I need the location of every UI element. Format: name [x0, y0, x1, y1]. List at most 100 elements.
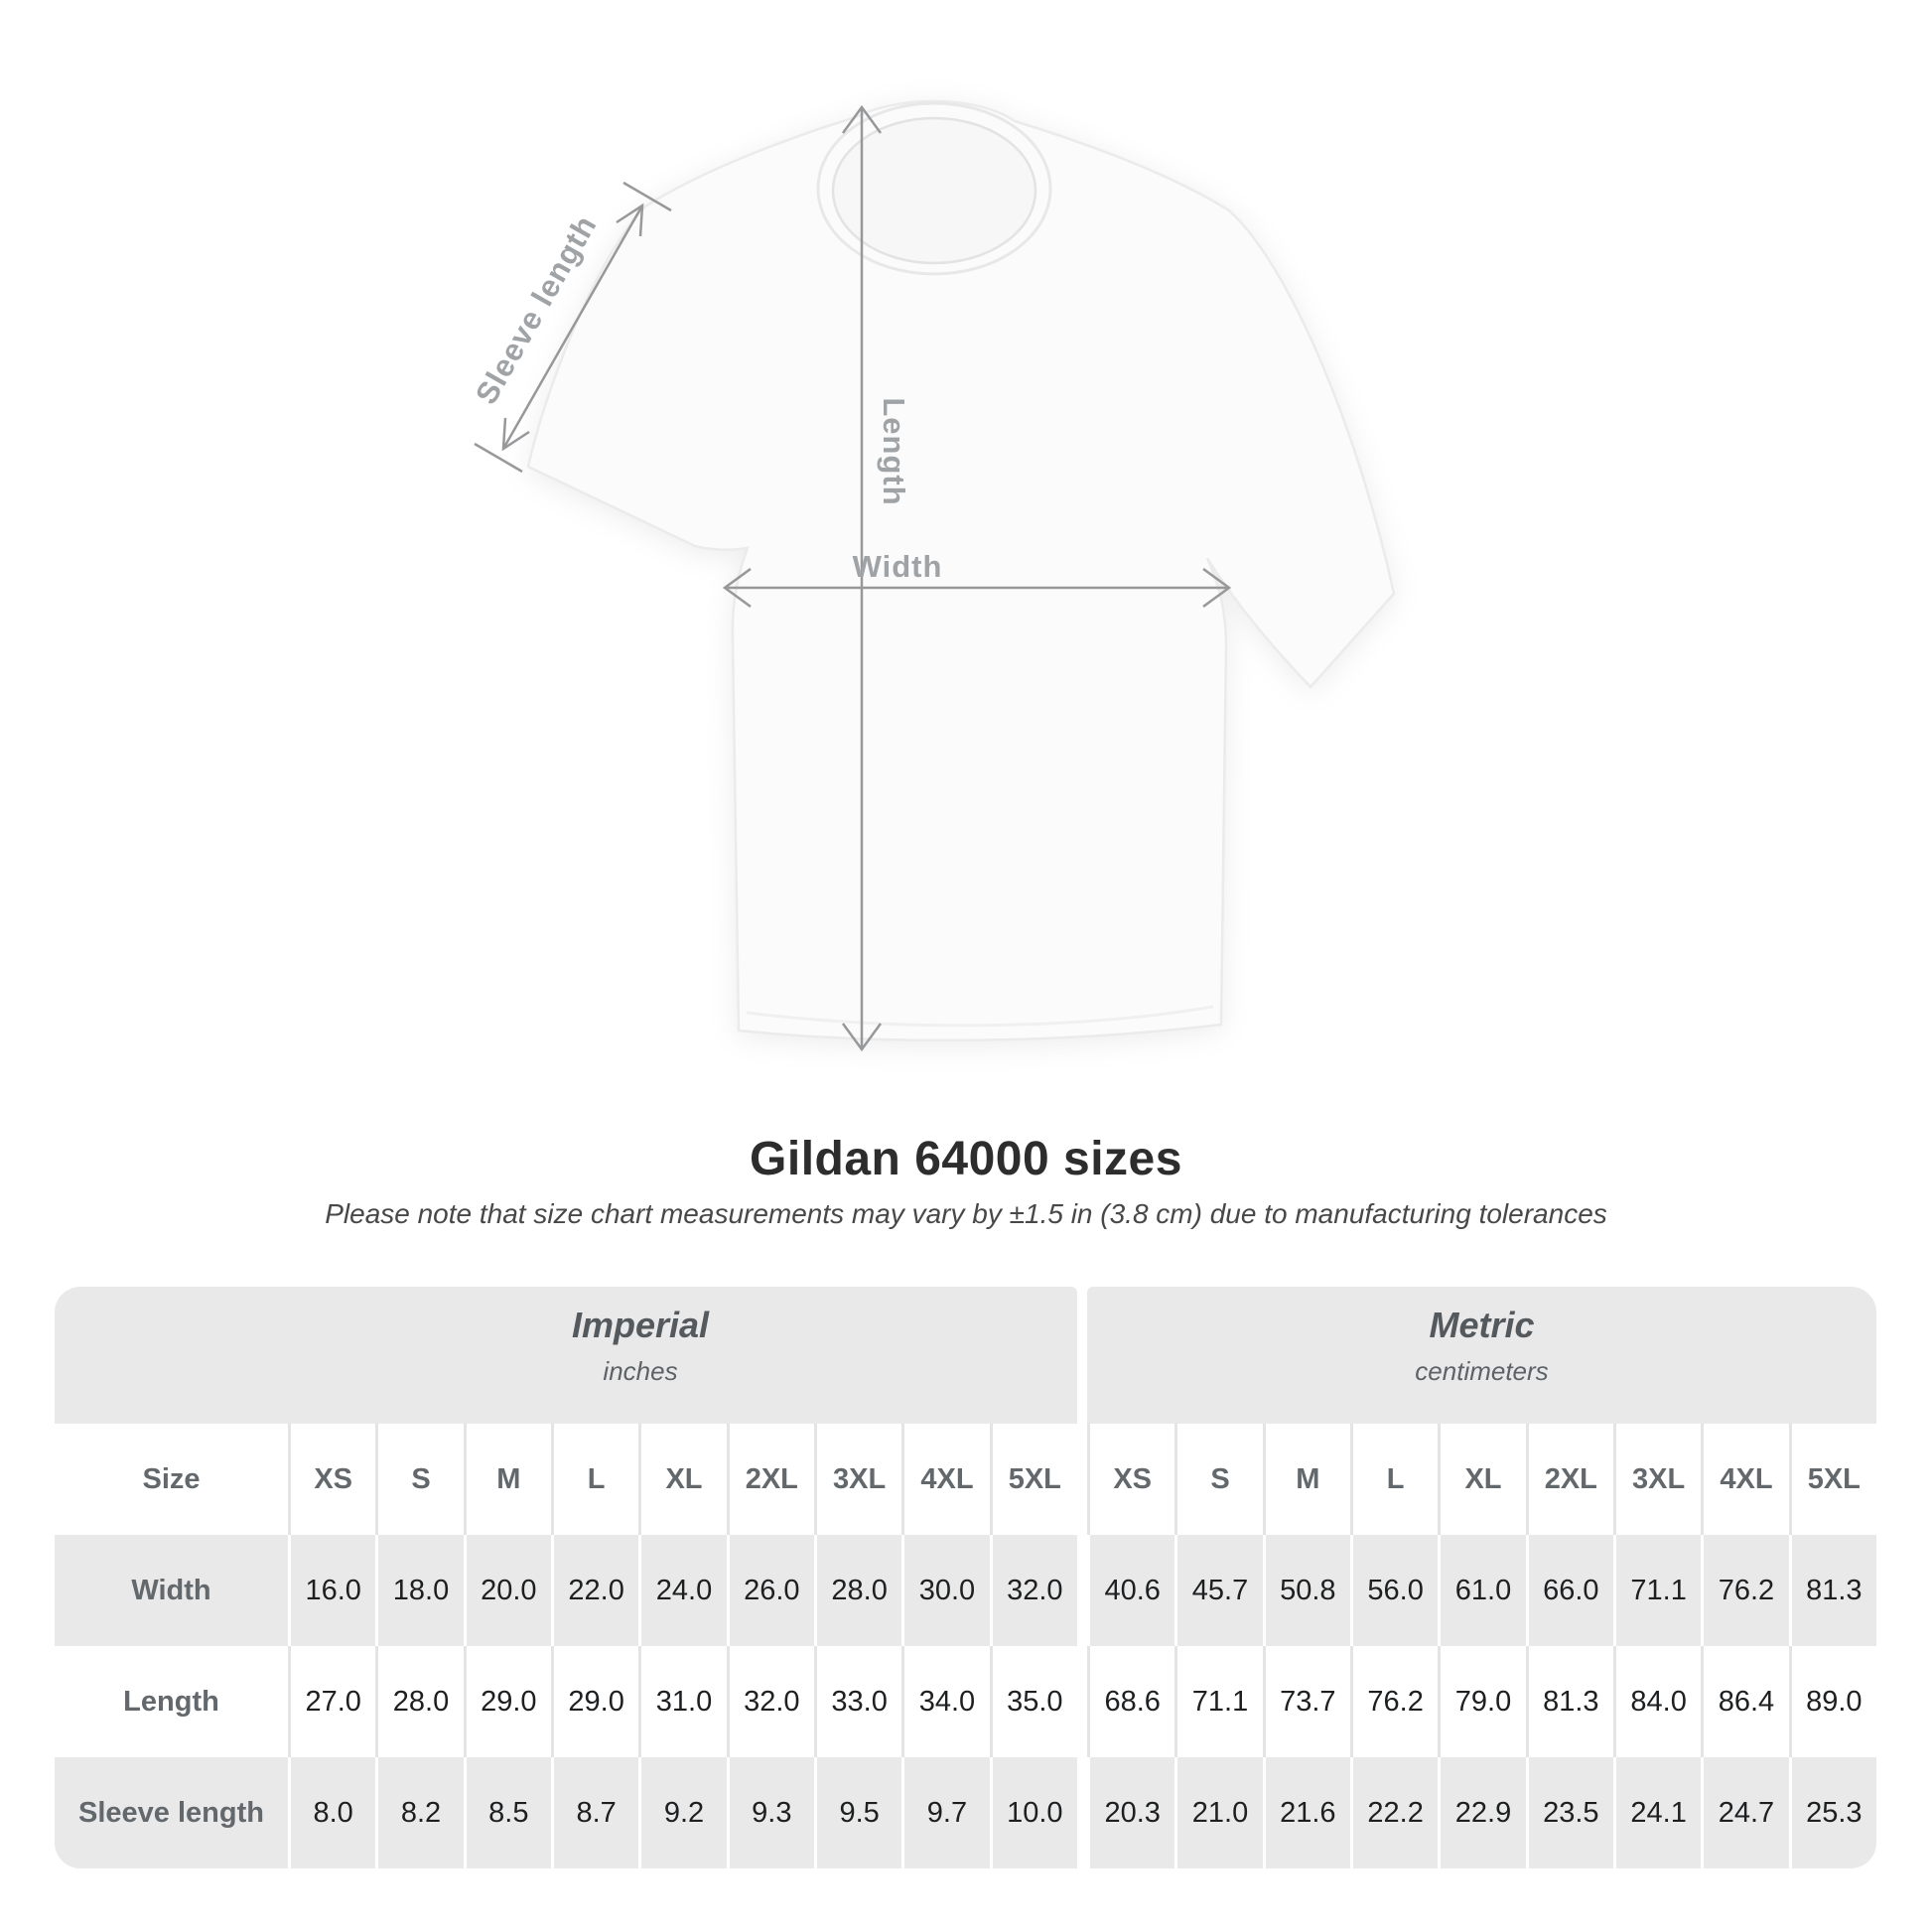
width-row: Width 16.0 18.0 20.0 22.0 24.0 26.0 28.0…	[55, 1535, 1876, 1646]
size-cell: 2XL	[726, 1424, 814, 1535]
value-cell: 24.7	[1701, 1757, 1788, 1868]
value-cell: 23.5	[1525, 1757, 1613, 1868]
value-cell: 28.0	[375, 1646, 463, 1757]
value-cell: 9.2	[638, 1757, 726, 1868]
value-cell: 28.0	[813, 1535, 901, 1646]
sleeve-length-arrow	[474, 181, 672, 474]
value-cell: 33.0	[813, 1646, 901, 1757]
row-label: Width	[55, 1535, 288, 1646]
value-cell: 81.3	[1788, 1535, 1876, 1646]
page-subtitle: Please note that size chart measurements…	[325, 1198, 1607, 1229]
table-half-divider	[1077, 1535, 1087, 1646]
value-cell: 24.1	[1612, 1757, 1701, 1868]
sleeve-arrow-bottom-tick	[474, 442, 523, 474]
value-cell: 35.0	[989, 1646, 1077, 1757]
value-cell: 22.0	[550, 1535, 638, 1646]
value-cell: 66.0	[1525, 1535, 1613, 1646]
size-cell: XL	[638, 1424, 726, 1535]
value-cell: 8.5	[463, 1757, 551, 1868]
sleeve-length-row: Sleeve length 8.0 8.2 8.5 8.7 9.2 9.3 9.…	[55, 1757, 1876, 1868]
table-half-divider	[1077, 1646, 1087, 1757]
value-cell: 8.2	[375, 1757, 463, 1868]
width-arrow	[722, 567, 1232, 609]
value-cell: 32.0	[989, 1535, 1077, 1646]
width-imperial-values: 16.0 18.0 20.0 22.0 24.0 26.0 28.0 30.0 …	[288, 1535, 1077, 1646]
row-label: Sleeve length	[55, 1757, 288, 1868]
value-cell: 73.7	[1262, 1646, 1350, 1757]
size-cell: S	[1174, 1424, 1262, 1535]
imperial-unit: inches	[603, 1356, 678, 1386]
page-title: Gildan 64000 sizes	[750, 1133, 1182, 1185]
row-label: Length	[123, 1685, 219, 1718]
value-cell: 24.0	[638, 1535, 726, 1646]
value-cell: 86.4	[1701, 1646, 1788, 1757]
size-cell: 4XL	[1701, 1424, 1788, 1535]
size-cell: XS	[314, 1462, 352, 1495]
value-cell: 40.6	[1104, 1574, 1161, 1606]
value-cell: 22.9	[1438, 1757, 1525, 1868]
size-cell: 2XL	[1525, 1424, 1613, 1535]
size-cell: XL	[1438, 1424, 1525, 1535]
value-cell: 32.0	[726, 1646, 814, 1757]
size-cell: S	[375, 1424, 463, 1535]
sleeve-metric-values: 20.3 21.0 21.6 22.2 22.9 23.5 24.1 24.7 …	[1087, 1757, 1876, 1868]
value-cell: 22.2	[1349, 1757, 1438, 1868]
value-cell: 8.7	[550, 1757, 638, 1868]
value-cell: 30.0	[901, 1535, 989, 1646]
size-cell: 5XL	[1788, 1424, 1876, 1535]
length-metric-values: 68.6 71.1 73.7 76.2 79.0 81.3 84.0 86.4 …	[1087, 1646, 1876, 1757]
size-column-header: Size	[142, 1462, 201, 1495]
value-cell: 84.0	[1612, 1646, 1701, 1757]
value-cell: 76.2	[1701, 1535, 1788, 1646]
value-cell: 21.0	[1174, 1757, 1262, 1868]
value-cell: 9.7	[901, 1757, 989, 1868]
size-cell: 5XL	[989, 1424, 1077, 1535]
value-cell: 25.3	[1788, 1757, 1876, 1868]
width-label: Width	[853, 549, 943, 584]
value-cell: 45.7	[1174, 1535, 1262, 1646]
value-cell: 81.3	[1525, 1646, 1613, 1757]
value-cell: 50.8	[1262, 1535, 1350, 1646]
value-cell: 20.0	[463, 1535, 551, 1646]
value-cell: 71.1	[1612, 1535, 1701, 1646]
unit-band-row: Imperial inches Metric centimeters	[55, 1287, 1876, 1424]
size-cell: M	[463, 1424, 551, 1535]
tshirt-diagram: Sleeve length Length Width	[469, 99, 1396, 1052]
value-cell: 21.6	[1262, 1757, 1350, 1868]
value-cell: 89.0	[1788, 1646, 1876, 1757]
length-imperial-values: 27.0 28.0 29.0 29.0 31.0 32.0 33.0 34.0 …	[288, 1646, 1077, 1757]
size-cell: 3XL	[1612, 1424, 1701, 1535]
imperial-title: Imperial	[571, 1305, 710, 1345]
sleeve-imperial-values: 8.0 8.2 8.5 8.7 9.2 9.3 9.5 9.7 10.0	[288, 1757, 1077, 1868]
value-cell: 31.0	[638, 1646, 726, 1757]
value-cell: 56.0	[1349, 1535, 1438, 1646]
value-cell: 76.2	[1349, 1646, 1438, 1757]
size-table: Imperial inches Metric centimeters Size …	[55, 1287, 1876, 1868]
size-cell: 4XL	[901, 1424, 989, 1535]
table-half-divider	[1077, 1757, 1087, 1868]
imperial-band: Imperial inches	[55, 1287, 1077, 1424]
value-cell: 16.0	[305, 1574, 361, 1606]
value-cell: 34.0	[901, 1646, 989, 1757]
value-cell: 29.0	[550, 1646, 638, 1757]
tshirt-collar-band	[816, 101, 1052, 276]
imperial-size-headers: XS S M L XL 2XL 3XL 4XL 5XL	[288, 1424, 1077, 1535]
table-half-divider	[1077, 1424, 1087, 1535]
tshirt-hem-seam	[746, 1005, 1214, 1028]
value-cell: 27.0	[305, 1685, 361, 1718]
size-cell: L	[550, 1424, 638, 1535]
value-cell: 18.0	[375, 1535, 463, 1646]
tshirt-image	[526, 99, 1396, 1042]
value-cell: 8.0	[313, 1796, 353, 1829]
width-metric-values: 40.6 45.7 50.8 56.0 61.0 66.0 71.1 76.2 …	[1087, 1535, 1876, 1646]
value-cell: 29.0	[463, 1646, 551, 1757]
value-cell: 9.5	[813, 1757, 901, 1868]
tshirt-body	[526, 99, 1396, 1042]
size-cell: XS	[1113, 1462, 1152, 1495]
length-row: Length 27.0 28.0 29.0 29.0 31.0 32.0 33.…	[55, 1646, 1876, 1757]
value-cell: 10.0	[989, 1757, 1077, 1868]
value-cell: 68.6	[1104, 1685, 1161, 1718]
value-cell: 71.1	[1174, 1646, 1262, 1757]
size-cell: 3XL	[813, 1424, 901, 1535]
